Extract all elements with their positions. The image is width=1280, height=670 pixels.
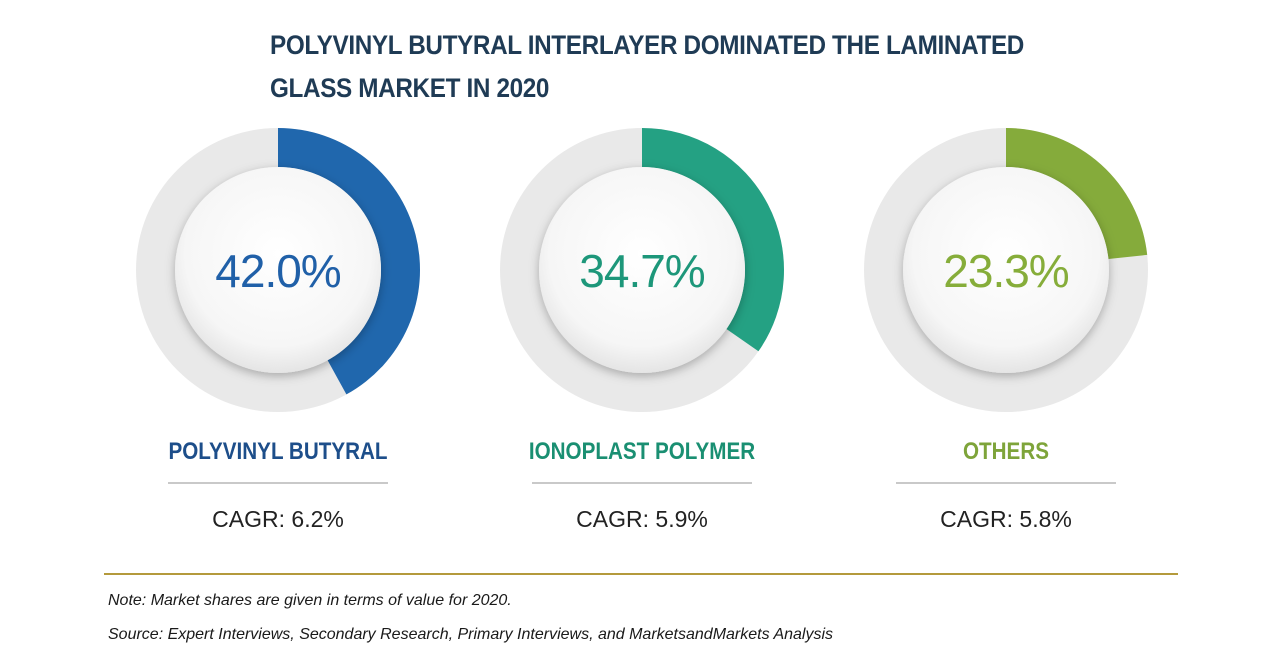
donut-center: [175, 167, 381, 373]
donut-segment-others: [1006, 128, 1148, 260]
category-label: POLYVINYL BUTYRAL: [168, 438, 388, 465]
donut-chart-ionoplast-polymer: 34.7%: [500, 128, 784, 412]
label-divider: [896, 482, 1116, 484]
category-label: OTHERS: [962, 438, 1049, 465]
donut-chart-polyvinyl-butyral: 42.0%: [136, 128, 420, 412]
label-divider: [532, 482, 752, 484]
donut-value-label: 34.7%: [579, 245, 705, 297]
donut-panel-ionoplast-polymer: 34.7% IONOPLAST POLYMER CAGR: 5.9%: [492, 120, 792, 540]
donut-segment-polyvinyl-butyral: [278, 128, 420, 395]
label-divider: [168, 482, 388, 484]
chart-title: POLYVINYL BUTYRAL INTERLAYER DOMINATED T…: [270, 30, 1024, 103]
donut-panel-others: 23.3% OTHERS CAGR: 5.8%: [856, 120, 1156, 540]
note-text: Note: Market shares are given in terms o…: [108, 592, 512, 609]
source-text: Source: Expert Interviews, Secondary Res…: [108, 626, 834, 643]
cagr-label: CAGR: 5.8%: [940, 506, 1072, 532]
donut-value-label: 42.0%: [215, 245, 341, 297]
donut-center: [539, 167, 745, 373]
donut-center: [903, 167, 1109, 373]
footer-divider: [104, 573, 1178, 575]
category-label: IONOPLAST POLYMER: [528, 438, 756, 465]
cagr-label: CAGR: 5.9%: [576, 506, 708, 532]
donut-value-label: 23.3%: [943, 245, 1069, 297]
cagr-label: CAGR: 6.2%: [212, 506, 344, 532]
donut-segment-ionoplast-polymer: [642, 128, 784, 352]
donut-chart-others: 23.3%: [864, 128, 1148, 412]
donut-panel-polyvinyl-butyral: 42.0% POLYVINYL BUTYRAL CAGR: 6.2%: [128, 120, 428, 540]
